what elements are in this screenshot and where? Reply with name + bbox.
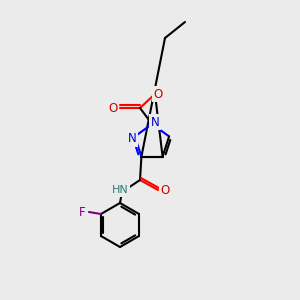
Text: HN: HN <box>112 185 128 195</box>
Text: O: O <box>108 101 118 115</box>
Text: O: O <box>160 184 169 196</box>
Text: O: O <box>153 88 163 100</box>
Text: N: N <box>151 116 159 128</box>
Text: F: F <box>79 206 85 218</box>
Text: N: N <box>128 132 136 145</box>
